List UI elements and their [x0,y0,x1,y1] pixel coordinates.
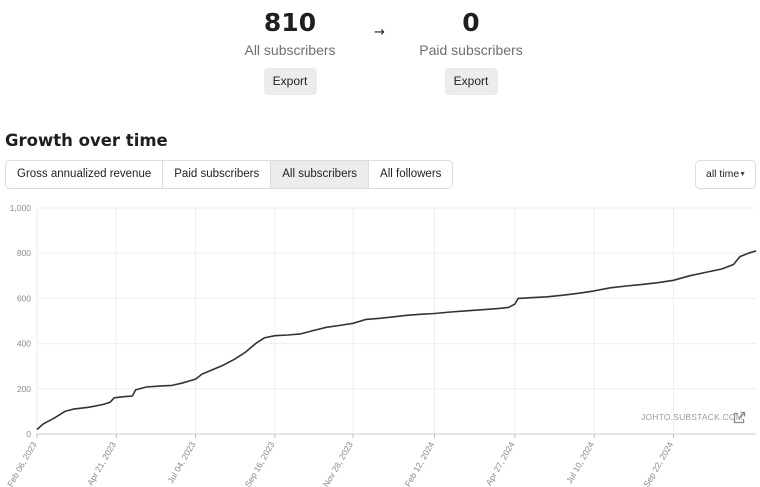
time-range-select[interactable]: all time ▼ [695,160,756,189]
metric-tabs: Gross annualized revenue Paid subscriber… [5,160,454,189]
y-tick-label: 1,000 [10,203,32,213]
external-link-icon[interactable] [733,411,746,424]
paid-subscribers-stat: 0 Paid subscribers Export [391,6,551,95]
all-subscribers-count: 810 [263,8,317,37]
x-tick-label: Apr 21, 2023 [85,440,118,487]
x-tick-label: Jul 10, 2024 [564,440,596,485]
y-tick-label: 0 [26,429,31,439]
growth-chart: 0 200 400 600 800 1,000 Feb 06, 2023 Apr 21, 20… [5,203,757,487]
all-subscribers-label: All subscribers [244,42,336,58]
x-tick-label: Feb 06, 2023 [5,440,39,487]
y-tick-label: 200 [17,384,31,394]
y-tick-label: 400 [17,339,31,349]
x-tick-label: Apr 27, 2024 [484,440,517,487]
x-tick-label: Sep 22, 2024 [641,440,675,487]
all-subscribers-stat: 810 All subscribers Export [210,6,370,95]
x-tick-label: Nov 28, 2023 [321,440,355,487]
substack-watermark[interactable]: JOHTO.SUBSTACK.COM [641,412,743,422]
tab-gross-annualized-revenue[interactable]: Gross annualized revenue [6,161,164,188]
time-range-value: all time [706,168,740,180]
arrow-right-icon: → [374,25,385,40]
y-tick-label: 600 [17,293,31,303]
caret-down-icon: ▼ [739,171,746,178]
section-title: Growth over time [5,131,168,150]
tab-paid-subscribers[interactable]: Paid subscribers [163,161,272,188]
paid-subscribers-label: Paid subscribers [419,42,523,58]
paid-subscribers-count: 0 [462,8,480,37]
export-all-subscribers-button[interactable]: Export [263,68,317,95]
tab-all-followers[interactable]: All followers [369,161,453,188]
x-tick-label: Jul 04, 2023 [165,440,197,485]
tab-all-subscribers[interactable]: All subscribers [271,161,370,188]
x-tick-label: Sep 16, 2023 [243,440,277,487]
y-tick-label: 800 [17,248,31,258]
x-tick-label: Feb 12, 2024 [403,440,437,487]
series-line-all-subscribers [36,250,757,431]
export-paid-subscribers-button[interactable]: Export [444,68,498,95]
